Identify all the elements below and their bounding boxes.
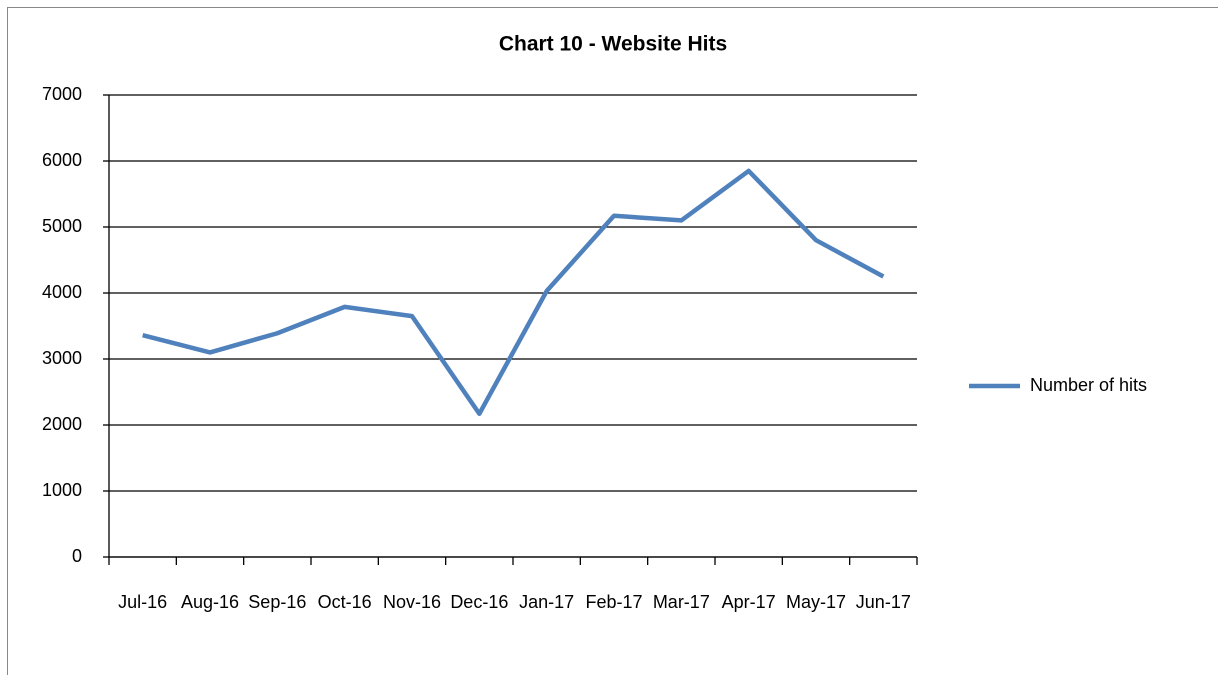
y-tick-label: 4000: [42, 282, 82, 302]
x-tick-label: Mar-17: [653, 592, 710, 612]
x-tick-label: Oct-16: [318, 592, 372, 612]
legend-label: Number of hits: [1030, 375, 1147, 395]
x-tick-label: Jul-16: [118, 592, 167, 612]
x-tick-label: Jun-17: [856, 592, 911, 612]
y-tick-label: 7000: [42, 84, 82, 104]
x-tick-label: Aug-16: [181, 592, 239, 612]
x-tick-label: Apr-17: [722, 592, 776, 612]
y-tick-label: 2000: [42, 414, 82, 434]
chart-frame: [8, 8, 1218, 676]
x-tick-label: May-17: [786, 592, 846, 612]
y-tick-label: 6000: [42, 150, 82, 170]
x-tick-label: Jan-17: [519, 592, 574, 612]
x-tick-label: Feb-17: [585, 592, 642, 612]
y-tick-label: 1000: [42, 480, 82, 500]
x-tick-label: Sep-16: [248, 592, 306, 612]
y-tick-label: 3000: [42, 348, 82, 368]
x-tick-label: Nov-16: [383, 592, 441, 612]
chart-title: Chart 10 - Website Hits: [499, 33, 727, 56]
y-tick-label: 5000: [42, 216, 82, 236]
x-tick-label: Dec-16: [450, 592, 508, 612]
y-tick-label: 0: [72, 546, 82, 566]
